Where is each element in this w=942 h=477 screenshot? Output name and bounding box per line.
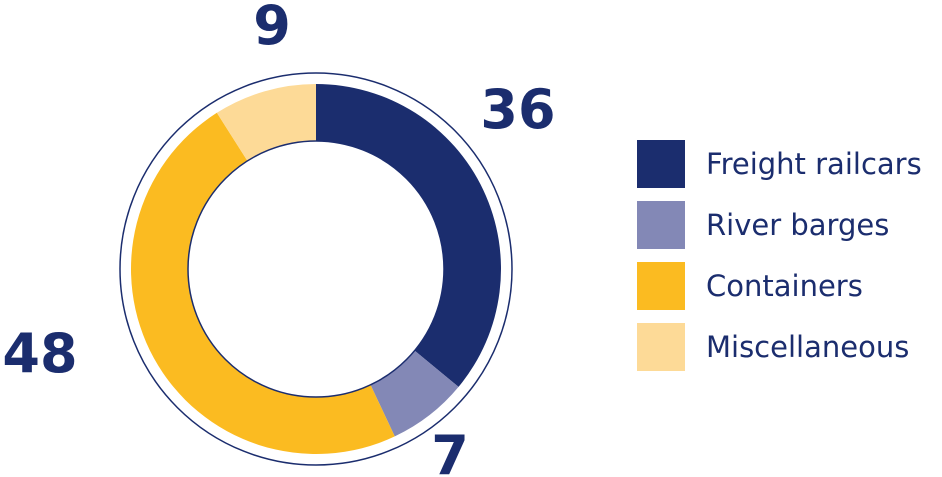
inner-ring-outline [187,140,445,398]
slice-containers [130,112,395,455]
legend-item-containers: Containers [637,262,937,310]
value-label-miscellaneous: 9 [253,0,291,57]
legend-label: Miscellaneous [706,330,910,364]
slice-freight-railcars [316,84,502,387]
legend-label: Freight railcars [706,147,922,181]
value-label-freight-railcars: 36 [480,78,555,141]
legend-label: River barges [706,208,890,242]
value-labels: 36 7 48 9 [2,0,555,477]
legend-item-river-barges: River barges [637,201,937,249]
legend: Freight railcars River barges Containers… [637,140,937,384]
legend-swatch [637,140,685,188]
value-label-river-barges: 7 [431,424,469,477]
legend-item-freight-railcars: Freight railcars [637,140,937,188]
outer-ring-outline [119,72,513,466]
legend-label: Containers [706,269,863,303]
legend-swatch [637,323,685,371]
legend-swatch [637,262,685,310]
legend-swatch [637,201,685,249]
value-label-containers: 48 [2,322,77,385]
legend-item-miscellaneous: Miscellaneous [637,323,937,371]
donut-slices [130,84,502,455]
slice-miscellaneous [216,84,316,161]
